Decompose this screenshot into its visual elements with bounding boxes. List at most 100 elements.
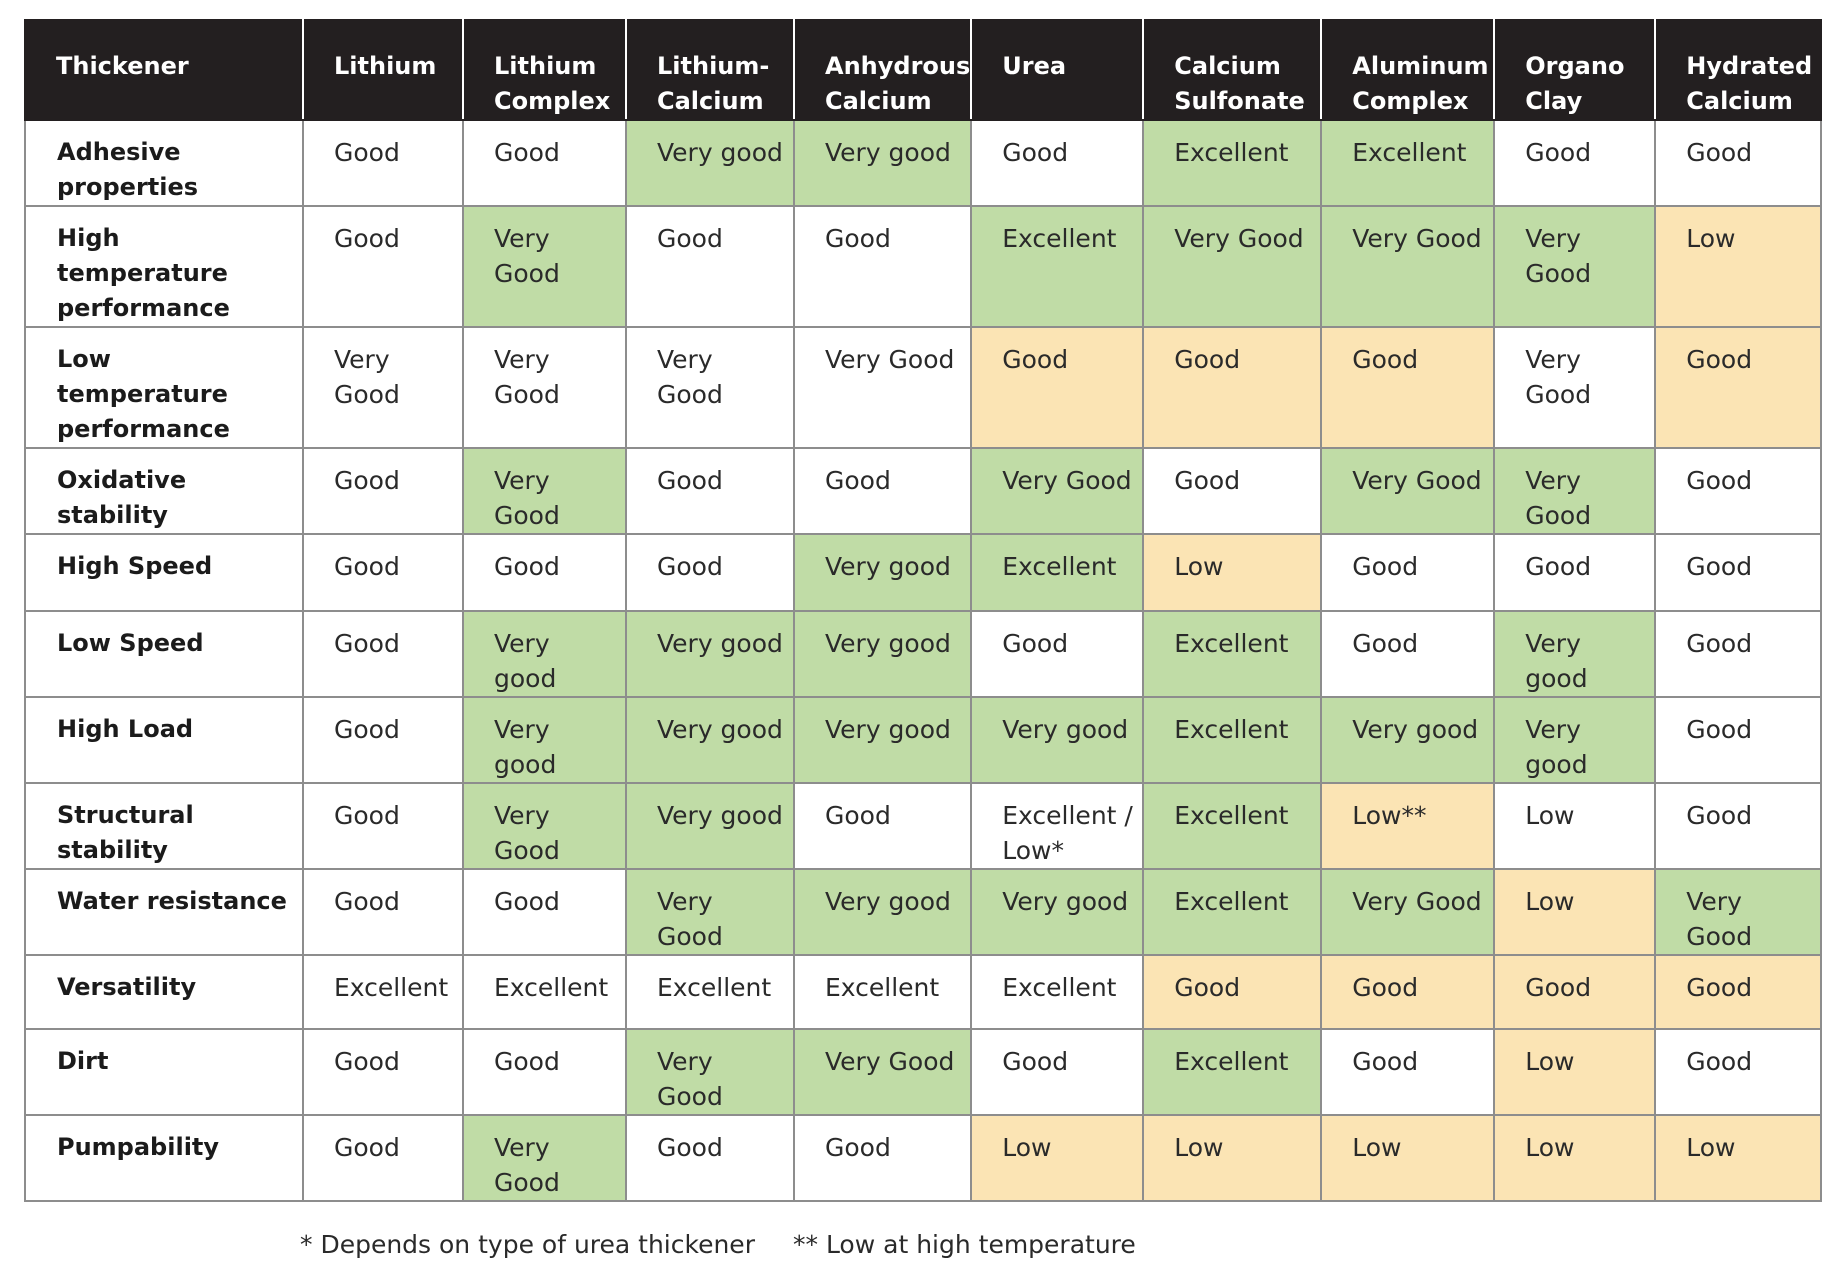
rating-cell: Good	[1320, 610, 1496, 698]
rating-cell: Very Good	[792, 326, 973, 449]
rating-cell: Good	[792, 782, 973, 870]
rating-cell: Very Good	[970, 447, 1145, 535]
rating-cell: Excellent	[302, 954, 464, 1030]
column-header: Lithium-Calcium	[625, 19, 795, 121]
rating-cell: Very good	[625, 782, 795, 870]
column-header: Urea	[970, 19, 1145, 121]
rating-cell: Good	[1142, 954, 1323, 1030]
row-label: Structural stability	[24, 782, 304, 870]
rating-cell: Very Good	[1320, 205, 1496, 328]
rating-cell: Very good	[970, 696, 1145, 784]
rating-cell: Low	[1654, 205, 1823, 328]
rating-cell: Excellent	[970, 205, 1145, 328]
rating-cell: Excellent	[970, 533, 1145, 612]
row-label: Low temperature performance	[24, 326, 304, 449]
column-header: Organo Clay	[1493, 19, 1657, 121]
rating-cell: Good	[625, 533, 795, 612]
rating-cell: Very good	[625, 119, 795, 207]
column-header: Lithium	[302, 19, 464, 121]
rating-cell: Excellent	[625, 954, 795, 1030]
rating-cell: Good	[1320, 1028, 1496, 1116]
footnote-urea: * Depends on type of urea thickener	[300, 1230, 755, 1259]
rating-cell: Excellent / Low*	[970, 782, 1145, 870]
rating-cell: Very Good	[1493, 205, 1657, 328]
rating-cell: Good	[302, 119, 464, 207]
column-header: Hydrated Calcium	[1654, 19, 1823, 121]
table-body: Adhesive properties Good Good Very good Very…	[24, 119, 1823, 1202]
rating-cell: Good	[302, 610, 464, 698]
rating-cell: Excellent	[1142, 696, 1323, 784]
rating-cell: Very Good	[1654, 868, 1823, 956]
rating-cell: Good	[1493, 954, 1657, 1030]
rating-cell: Very Good	[302, 326, 464, 449]
rating-cell: Good	[1320, 533, 1496, 612]
row-label: High Speed	[24, 533, 304, 612]
rating-cell: Good	[1320, 326, 1496, 449]
header-corner-thickener: Thickener	[24, 19, 304, 121]
table-row: Low Speed Good Very good Very good Very good…	[24, 610, 1823, 698]
rating-cell: Very good	[462, 696, 627, 784]
rating-cell: Good	[1493, 533, 1657, 612]
column-header: Calcium Sulfonate	[1142, 19, 1323, 121]
column-header: Aluminum Complex	[1320, 19, 1496, 121]
rating-cell: Very Good	[462, 447, 627, 535]
rating-cell: Very good	[792, 610, 973, 698]
rating-cell: Low	[1654, 1114, 1823, 1202]
rating-cell: Good	[1654, 533, 1823, 612]
row-label: High temperature performance	[24, 205, 304, 328]
rating-cell: Good	[302, 782, 464, 870]
header-row: Thickener Lithium Lithium Complex Lithium-…	[24, 19, 1823, 121]
row-label: Low Speed	[24, 610, 304, 698]
rating-cell: Good	[462, 119, 627, 207]
rating-cell: Very Good	[462, 326, 627, 449]
table-row: Pumpability Good Very Good Good Good Low Low Lo…	[24, 1114, 1823, 1202]
rating-cell: Good	[792, 447, 973, 535]
rating-cell: Very Good	[1142, 205, 1323, 328]
rating-cell: Low	[1142, 1114, 1323, 1202]
rating-cell: Good	[1142, 447, 1323, 535]
rating-cell: Good	[1654, 696, 1823, 784]
rating-cell: Very Good	[1320, 447, 1496, 535]
rating-cell: Low	[1320, 1114, 1496, 1202]
rating-cell: Good	[625, 447, 795, 535]
footnotes: * Depends on type of urea thickener ** L…	[300, 1230, 1136, 1260]
rating-cell: Good	[1142, 326, 1323, 449]
rating-cell: Good	[462, 533, 627, 612]
rating-cell: Very Good	[462, 782, 627, 870]
table-row: Water resistance Good Good Very Good Very go…	[24, 868, 1823, 956]
table-row: Structural stability Good Very Good Very go…	[24, 782, 1823, 870]
rating-cell: Low	[970, 1114, 1145, 1202]
rating-cell: Good	[1654, 447, 1823, 535]
rating-cell: Good	[970, 610, 1145, 698]
footnote-low-high-temp: ** Low at high temperature	[793, 1230, 1136, 1259]
rating-cell: Very good	[792, 696, 973, 784]
rating-cell: Good	[1654, 119, 1823, 207]
row-label: Versatility	[24, 954, 304, 1030]
table-row: High Load Good Very good Very good Very good…	[24, 696, 1823, 784]
rating-cell: Very good	[792, 868, 973, 956]
rating-cell: Low	[1142, 533, 1323, 612]
rating-cell: Excellent	[792, 954, 973, 1030]
rating-cell: Very good	[1493, 696, 1657, 784]
rating-cell: Very good	[1320, 696, 1496, 784]
rating-cell: Low	[1493, 782, 1657, 870]
rating-cell: Very Good	[1493, 447, 1657, 535]
rating-cell: Good	[625, 205, 795, 328]
rating-cell: Good	[462, 868, 627, 956]
rating-cell: Very Good	[625, 1028, 795, 1116]
rating-cell: Excellent	[970, 954, 1145, 1030]
table-row: Low temperature performance Very Good Very…	[24, 326, 1823, 449]
rating-cell: Low	[1493, 868, 1657, 956]
rating-cell: Good	[1320, 954, 1496, 1030]
table-row: Dirt Good Good Very Good Very Good Good Excell…	[24, 1028, 1823, 1116]
table-row: Versatility Excellent Excellent Excellent Ex…	[24, 954, 1823, 1030]
table-row: Oxidative stability Good Very Good Good Good…	[24, 447, 1823, 535]
row-label: Pumpability	[24, 1114, 304, 1202]
rating-cell: Good	[792, 205, 973, 328]
rating-cell: Good	[1493, 119, 1657, 207]
rating-cell: Low	[1493, 1114, 1657, 1202]
row-label: Water resistance	[24, 868, 304, 956]
rating-cell: Good	[302, 205, 464, 328]
rating-cell: Excellent	[1142, 782, 1323, 870]
rating-cell: Good	[302, 1114, 464, 1202]
